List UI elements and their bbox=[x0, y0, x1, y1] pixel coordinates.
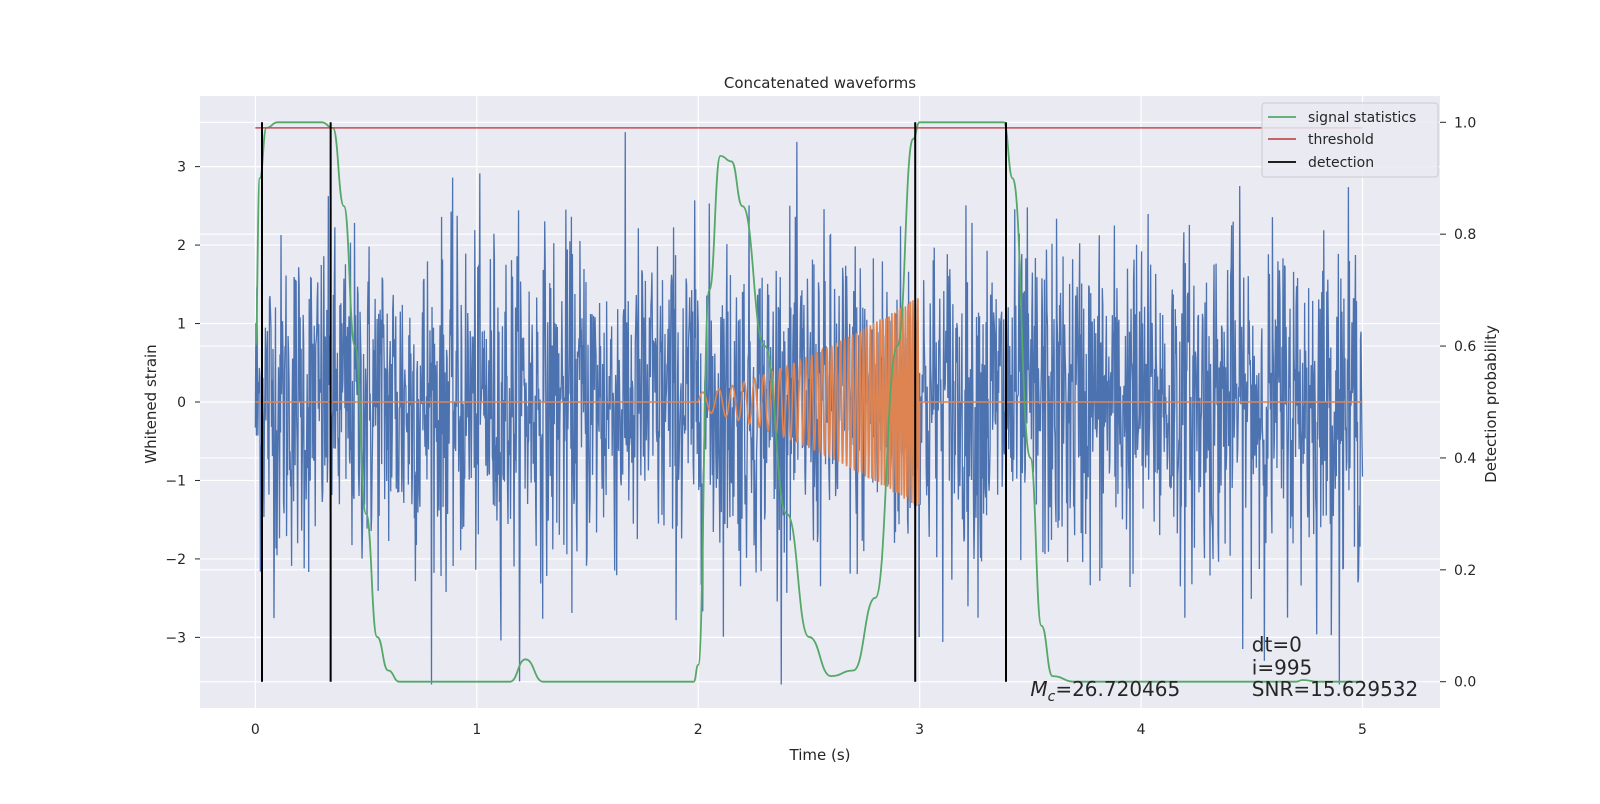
legend-box bbox=[1261, 102, 1439, 178]
signal-statistics-line bbox=[254, 121, 1363, 683]
annotation-text: Mc=26.720465 bbox=[1030, 677, 1180, 705]
y-tick-label: −1 bbox=[165, 473, 186, 489]
x-tick-label: 1 bbox=[472, 722, 481, 738]
chart-title: Concatenated waveforms bbox=[724, 74, 916, 92]
annotation-text: SNR=15.629532 bbox=[1252, 677, 1418, 701]
y-tick-label: 1 bbox=[177, 317, 186, 333]
waveform-series-line bbox=[255, 298, 1363, 506]
y-tick-label: 2 bbox=[177, 238, 186, 254]
x-tick-labels: 0 1 2 3 4 5 bbox=[251, 722, 1367, 738]
y-tick-labels: −3 −2 −1 0 1 2 3 bbox=[165, 160, 200, 646]
x-tick-label: 4 bbox=[1137, 722, 1146, 738]
y-tick-label: 0 bbox=[177, 395, 186, 411]
y2-tick-label: 0.8 bbox=[1454, 227, 1476, 243]
legend: signal statistics threshold detection bbox=[1261, 102, 1439, 178]
x-tick-label: 0 bbox=[251, 722, 260, 738]
legend-label-detection: detection bbox=[1308, 155, 1374, 171]
y-axis-label: Whitened strain bbox=[142, 344, 160, 463]
y2-axis-label: Detection probability bbox=[1482, 325, 1500, 483]
x-tick-label: 3 bbox=[915, 722, 924, 738]
y2-tick-label: 0.2 bbox=[1454, 563, 1476, 579]
y2-tick-label: 0.6 bbox=[1454, 339, 1476, 355]
y-tick-label: 3 bbox=[177, 160, 186, 176]
legend-label-threshold: threshold bbox=[1308, 132, 1374, 148]
x-axis-label: Time (s) bbox=[789, 746, 851, 764]
y2-tick-label: 0.0 bbox=[1454, 675, 1476, 691]
y2-tick-label: 0.4 bbox=[1454, 451, 1476, 467]
detection-lines bbox=[261, 122, 1007, 682]
y-tick-label: −2 bbox=[165, 552, 186, 568]
annotation-text: i=995 bbox=[1252, 655, 1313, 679]
y2-tick-labels: 0.0 0.2 0.4 0.6 0.8 1.0 bbox=[1440, 115, 1476, 691]
x-tick-label: 5 bbox=[1358, 722, 1367, 738]
strain-series-line bbox=[254, 132, 1364, 685]
y2-tick-label: 1.0 bbox=[1454, 115, 1476, 131]
legend-label-signal-statistics: signal statistics bbox=[1308, 110, 1416, 126]
annotation-text: dt=0 bbox=[1252, 633, 1302, 657]
plot-content bbox=[254, 121, 1364, 685]
y-tick-label: −3 bbox=[165, 630, 186, 646]
x-tick-label: 2 bbox=[694, 722, 703, 738]
